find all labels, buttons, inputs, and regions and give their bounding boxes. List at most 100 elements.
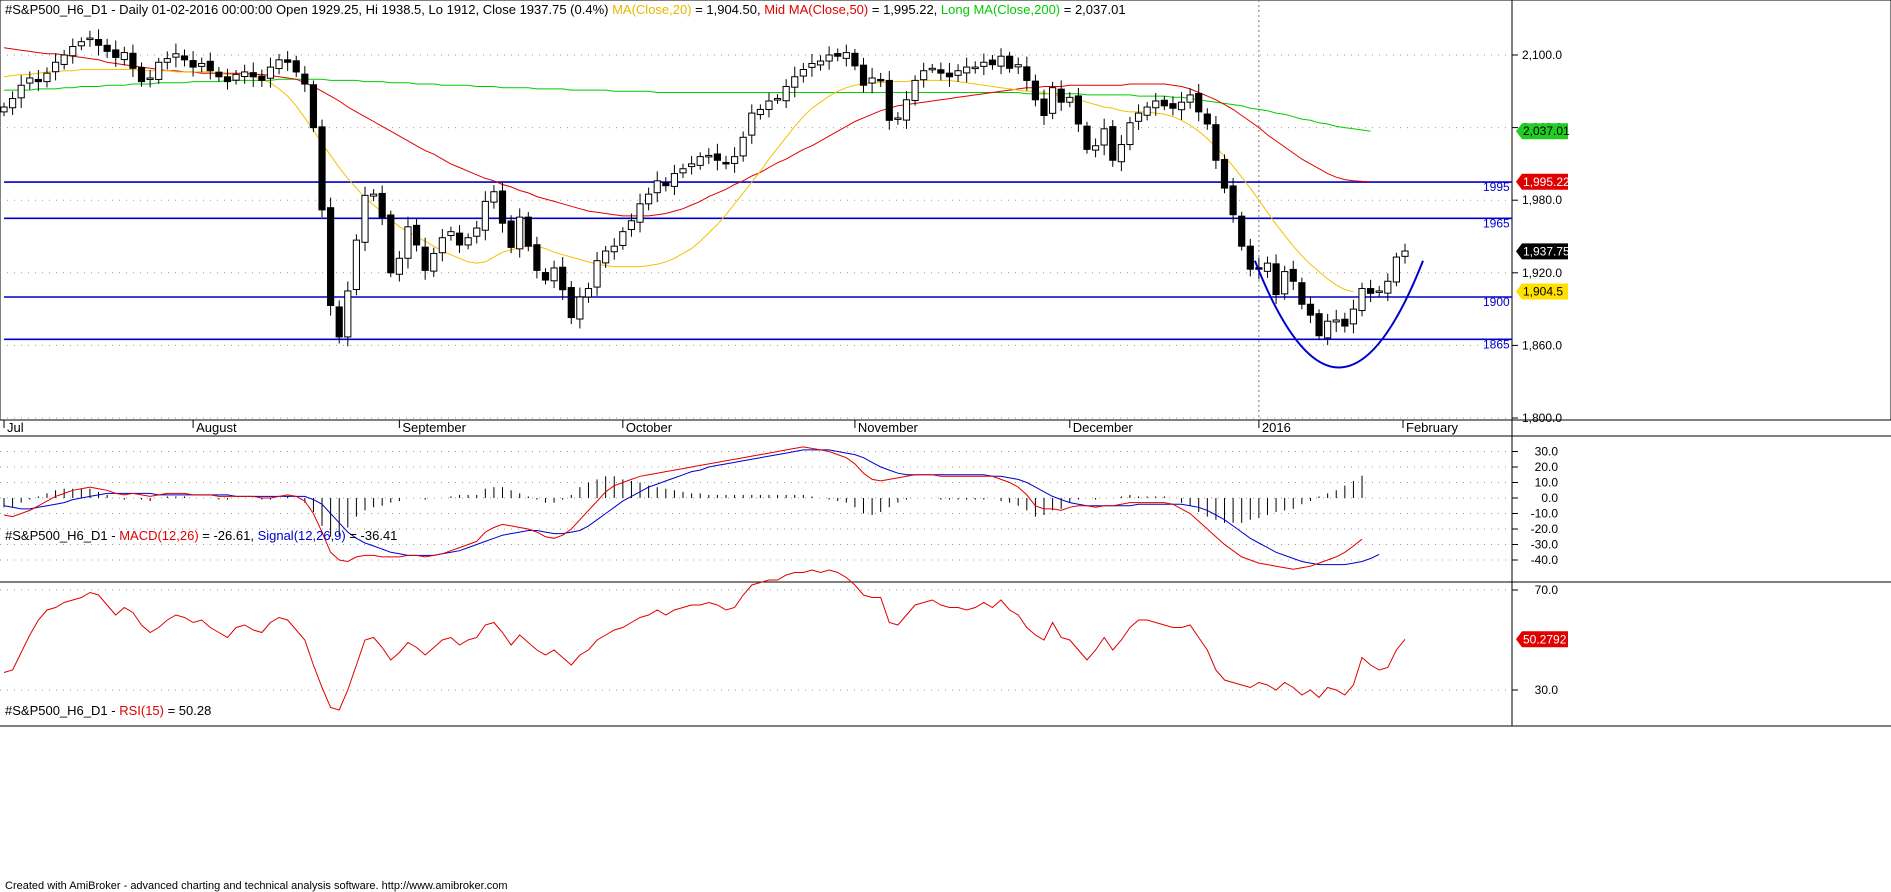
candle-body	[249, 72, 257, 78]
candle-body	[189, 60, 197, 68]
macd-title-part: = -26.61,	[199, 528, 258, 543]
candle-body	[1238, 215, 1246, 247]
candle-body	[369, 193, 378, 197]
ma50-line	[3, 47, 1371, 217]
candle-body	[816, 60, 825, 66]
rsi-value-badge-shape	[1516, 631, 1568, 648]
candle-body	[172, 53, 180, 58]
candle-body	[988, 59, 997, 66]
candle-body	[1401, 250, 1409, 257]
candle-body	[309, 84, 318, 129]
candle-body	[60, 54, 68, 65]
candle-body	[1152, 100, 1160, 109]
candle-body	[1289, 268, 1297, 282]
candle-body	[584, 288, 593, 298]
candle-body	[180, 55, 189, 61]
candle-body	[877, 78, 885, 82]
macd-y-tick-label: 30.0	[1535, 445, 1559, 459]
candle-body	[1049, 87, 1057, 114]
value-badge-label: 1,904.5	[1523, 285, 1563, 299]
footer-credit: Created with AmiBroker - advanced charti…	[5, 880, 508, 892]
candle-body	[275, 59, 283, 70]
macd-y-tick-label: -10.0	[1531, 507, 1559, 521]
macd-y-tick-label: -40.0	[1531, 553, 1559, 567]
candle-body	[1306, 303, 1315, 316]
candle-body	[1358, 288, 1366, 312]
candle-body	[1091, 145, 1100, 151]
rsi-value-badge: 50.2792	[1516, 631, 1568, 648]
candle-body	[799, 69, 807, 77]
candle-body	[498, 190, 507, 224]
candle-body	[842, 52, 850, 59]
value-badge: 2,037.01	[1516, 123, 1570, 140]
price-frame	[0, 0, 1891, 421]
macd-panel-title: #S&P500_H6_D1 - MACD(12,26) = -26.61, Si…	[5, 528, 397, 543]
candle-body	[748, 112, 756, 136]
candle-body	[378, 192, 386, 218]
candle-body	[679, 168, 687, 174]
candle-body	[1263, 262, 1272, 272]
price-title-part: Long MA(Close,200)	[941, 2, 1060, 17]
candle-body	[43, 72, 51, 83]
candle-body	[859, 64, 868, 86]
candle-body	[1203, 113, 1211, 125]
candle-body	[688, 163, 696, 168]
candle-body	[980, 61, 988, 67]
candle-body	[473, 227, 481, 237]
candle-body	[1272, 263, 1280, 296]
candle-body	[1134, 112, 1143, 122]
candle-body	[266, 66, 275, 79]
candle-body	[963, 66, 971, 74]
candle-body	[1066, 96, 1074, 103]
value-badge-shape	[1516, 173, 1568, 190]
candle-body	[412, 224, 421, 246]
x-tick-label: September	[402, 420, 466, 435]
rsi-panel: 70.0 30.0 50.2792	[0, 569, 1891, 727]
candle-body	[327, 207, 335, 306]
ma200-line	[4, 78, 1371, 132]
candle-body	[1349, 308, 1358, 325]
macd-y-tick-label: -20.0	[1531, 522, 1559, 536]
ma20-line	[3, 69, 1354, 293]
candle-body	[146, 77, 154, 80]
candle-body	[1375, 290, 1383, 293]
candle-body	[1109, 126, 1117, 161]
value-badge: 1,995.22	[1516, 173, 1570, 190]
level-label: 1865	[1483, 337, 1510, 351]
candle-body	[455, 232, 464, 246]
candle-body	[1040, 98, 1048, 116]
candle-body	[1281, 271, 1289, 295]
candle-body	[670, 173, 679, 187]
candle-body	[1332, 319, 1340, 323]
x-tick-label: Jul	[7, 420, 24, 435]
candle-body	[34, 78, 42, 83]
candle-body	[77, 41, 85, 47]
candle-body	[653, 180, 661, 194]
candle-body	[945, 72, 954, 78]
candle-body	[335, 306, 343, 338]
rsi-y-tick-label: 30.0	[1535, 683, 1559, 697]
macd-y-tick-label: 20.0	[1535, 460, 1559, 474]
price-title-part: #S&P500_H6_D1 - Daily 01-02-2016 00:00:0…	[5, 2, 612, 17]
macd-y-tick-label: -30.0	[1531, 538, 1559, 552]
candle-body	[1074, 95, 1082, 125]
price-title-part: = 1,995.22,	[868, 2, 941, 17]
candle-body	[232, 73, 240, 81]
candle-body	[971, 66, 979, 70]
price-y-tick-label: 2,100.0	[1522, 48, 1562, 62]
value-badge-shape	[1516, 123, 1568, 140]
candle-body	[292, 60, 300, 73]
macd-y-tick-label: 0.0	[1541, 491, 1558, 505]
candle-body	[395, 257, 403, 275]
candle-body	[894, 117, 902, 120]
candle-body	[137, 67, 146, 83]
candle-body	[301, 73, 309, 85]
candle-body	[825, 54, 833, 62]
candle-body	[387, 214, 395, 274]
rsi-title-part: RSI(15)	[119, 703, 164, 718]
candle-body	[1031, 80, 1040, 101]
candle-body	[206, 60, 214, 72]
candle-body	[223, 76, 232, 83]
price-title-part: = 1,904.50,	[692, 2, 765, 17]
